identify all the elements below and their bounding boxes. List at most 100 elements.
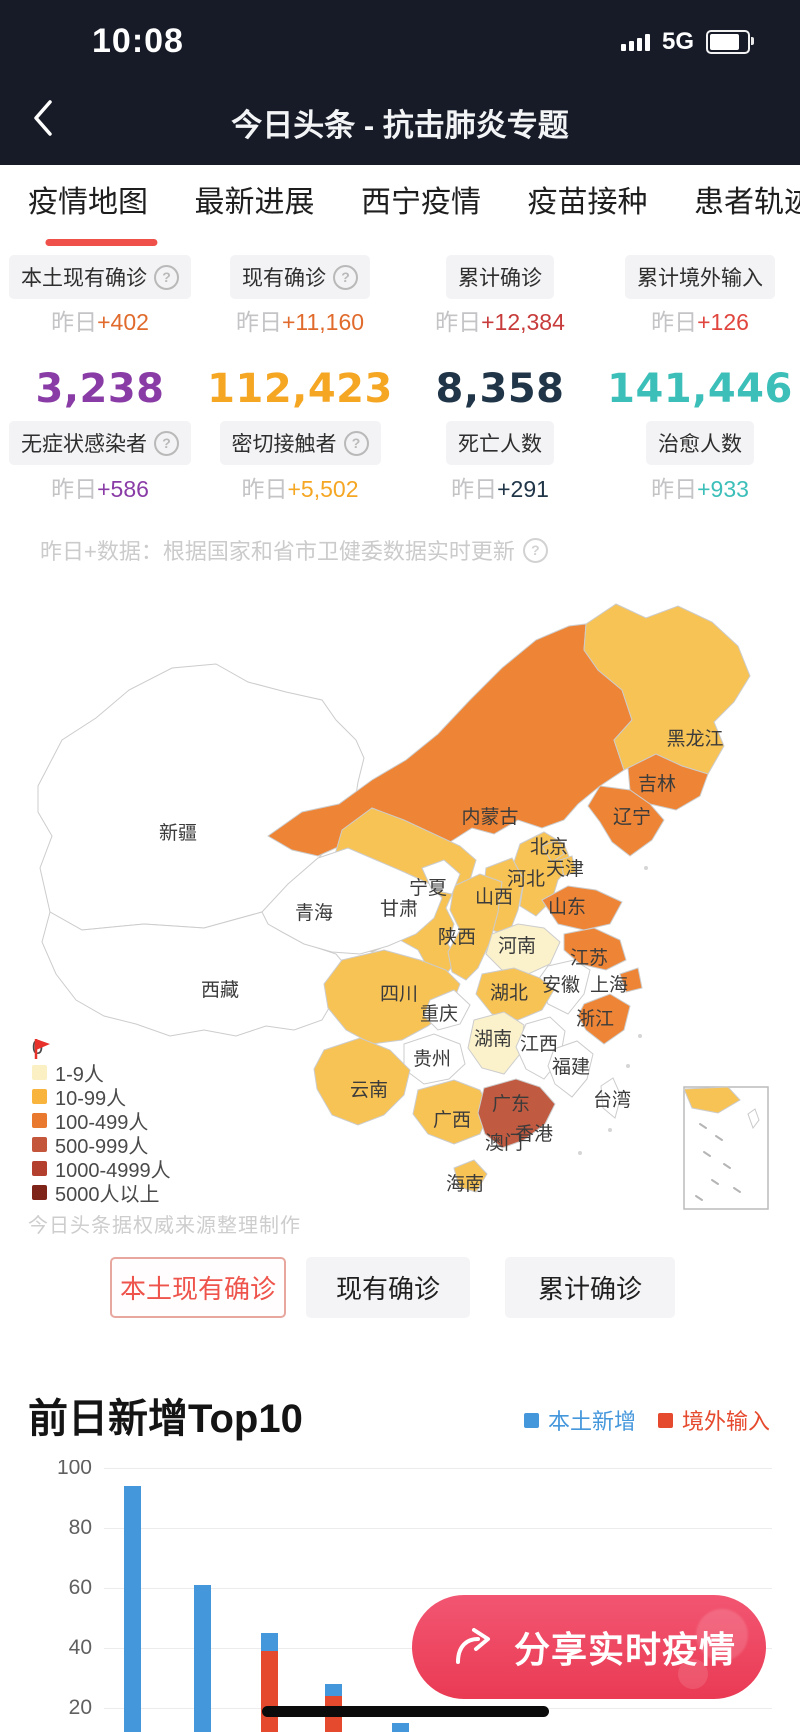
help-icon[interactable]: ? xyxy=(343,430,369,456)
signal-icon xyxy=(620,33,650,51)
province-shape[interactable] xyxy=(467,1011,525,1075)
stat-label: 密切接触者 xyxy=(231,433,337,456)
help-icon[interactable]: ? xyxy=(154,264,179,290)
province-shape[interactable] xyxy=(313,1037,411,1126)
province-shape[interactable] xyxy=(587,785,665,857)
province-label: 上海 xyxy=(590,974,628,996)
province-label: 安徽 xyxy=(542,974,580,996)
province-shape[interactable] xyxy=(547,1040,594,1098)
y-axis-tick: 20 xyxy=(68,1696,92,1719)
tab-item[interactable]: 疫苗接种 xyxy=(527,186,648,219)
stat-value: 112,423 xyxy=(207,366,393,412)
data-source-note: 昨日+数据：根据国家和省市卫健委数据实时更新 ? xyxy=(40,534,548,566)
stat-label: 无症状感染者 xyxy=(21,433,147,456)
stat-label-badge: 本土现有确诊? xyxy=(9,255,191,299)
province-label: 吉林 xyxy=(638,773,676,795)
province-label: 甘肃 xyxy=(380,898,418,920)
province-label: 山西 xyxy=(475,886,513,908)
share-button[interactable]: 分享实时疫情 xyxy=(412,1595,766,1699)
stat-delta: 昨日+586 xyxy=(51,476,149,502)
legend-swatch xyxy=(657,1412,673,1428)
chevron-left-icon xyxy=(34,100,52,136)
legend-item: 10-99人 xyxy=(32,1086,171,1110)
province-shape[interactable] xyxy=(485,923,561,977)
province-shape[interactable] xyxy=(559,855,577,877)
legend-label: 1-9人 xyxy=(55,1064,104,1086)
legend-item: 500-999人 xyxy=(32,1134,171,1158)
home-indicator[interactable] xyxy=(262,1706,549,1717)
province-shape[interactable] xyxy=(541,839,565,863)
province-shape[interactable] xyxy=(477,1078,556,1149)
legend-swatch xyxy=(32,1113,47,1128)
share-arrow-icon xyxy=(456,1628,490,1664)
network-label: 5G xyxy=(661,28,694,55)
stat-label-badge: 密切接触者? xyxy=(219,421,381,465)
province-label: 新疆 xyxy=(159,822,197,844)
status-icons: 5G xyxy=(620,28,754,56)
gridline xyxy=(104,1528,772,1529)
stat-label: 现有确诊 xyxy=(242,267,326,290)
province-shape[interactable] xyxy=(453,1159,488,1193)
province-shape[interactable] xyxy=(323,949,461,1045)
map-legend: 0 1-9人10-99人100-499人500-999人1000-4999人500… xyxy=(32,1037,171,1206)
province-label: 河南 xyxy=(498,935,536,957)
province-label: 海南 xyxy=(446,1173,484,1195)
province-label: 贵州 xyxy=(413,1048,451,1070)
legend-item: 1-9人 xyxy=(32,1062,171,1086)
stacked-bar xyxy=(123,1486,141,1732)
stat-label: 治愈人数 xyxy=(658,433,742,456)
province-label: 湖北 xyxy=(490,982,528,1004)
province-label: 云南 xyxy=(350,1079,388,1101)
help-icon[interactable]: ? xyxy=(522,537,548,563)
status-time: 10:08 xyxy=(92,22,184,60)
province-shape[interactable] xyxy=(619,967,643,993)
province-shape[interactable] xyxy=(563,927,627,971)
province-shape[interactable] xyxy=(600,1077,622,1119)
stats-top-deltas: 昨日+402 昨日+11,160 昨日+12,384 昨日+126 xyxy=(0,303,800,337)
battery-icon xyxy=(706,30,754,54)
back-button[interactable] xyxy=(28,96,58,140)
province-label: 台湾 xyxy=(593,1089,631,1111)
stat-label: 本土现有确诊 xyxy=(21,267,147,290)
province-shape[interactable] xyxy=(447,873,503,981)
map-attribution: 今日头条据权威来源整理制作 xyxy=(28,1215,301,1237)
province-shape[interactable] xyxy=(475,967,555,1021)
province-label: 北京 xyxy=(530,836,568,858)
province-shape[interactable] xyxy=(423,989,471,1031)
legend-label: 本土新增 xyxy=(547,1409,636,1434)
tab-item[interactable]: 西宁疫情 xyxy=(361,186,481,219)
province-shape[interactable] xyxy=(261,847,443,955)
legend-item: 0 xyxy=(32,1037,171,1059)
bar-local-segment xyxy=(324,1684,342,1696)
map-metric-button-active[interactable]: 本土现有确诊 xyxy=(110,1257,286,1318)
coast-islands xyxy=(578,866,648,1155)
y-axis-tick: 100 xyxy=(56,1460,92,1479)
province-shape[interactable] xyxy=(412,1079,491,1145)
legend-label: 100-499人 xyxy=(55,1112,149,1134)
province-label: 西藏 xyxy=(201,979,239,1001)
help-icon[interactable]: ? xyxy=(154,430,179,456)
tab-item[interactable]: 患者轨迹 xyxy=(694,186,800,219)
province-shape[interactable] xyxy=(577,993,631,1045)
province-shape[interactable] xyxy=(541,885,623,931)
province-shape[interactable] xyxy=(41,911,347,1037)
note-text: 昨日+数据：根据国家和省市卫健委数据实时更新 xyxy=(40,539,515,564)
flag-icon xyxy=(34,1039,50,1059)
chart-title: 前日新增Top10 xyxy=(28,1397,303,1441)
province-label: 河北 xyxy=(507,868,545,890)
map-metric-button[interactable]: 累计确诊 xyxy=(505,1257,675,1318)
legend-swatch xyxy=(32,1137,47,1152)
tab-item[interactable]: 最新进展 xyxy=(194,186,315,219)
stat-label-badge: 现有确诊? xyxy=(230,255,370,299)
stat-delta: 昨日+291 xyxy=(451,476,549,502)
stat-value: 3,238 xyxy=(35,366,165,412)
map-metric-button[interactable]: 现有确诊 xyxy=(306,1257,470,1318)
legend-swatch xyxy=(32,1089,47,1104)
legend-swatch xyxy=(32,1065,47,1080)
help-icon[interactable]: ? xyxy=(333,264,358,290)
province-shape[interactable] xyxy=(421,859,461,895)
y-axis-tick: 60 xyxy=(68,1576,92,1599)
tab-active[interactable]: 疫情地图 xyxy=(28,165,158,248)
stat-label-badge: 累计境外输入 xyxy=(625,255,775,299)
